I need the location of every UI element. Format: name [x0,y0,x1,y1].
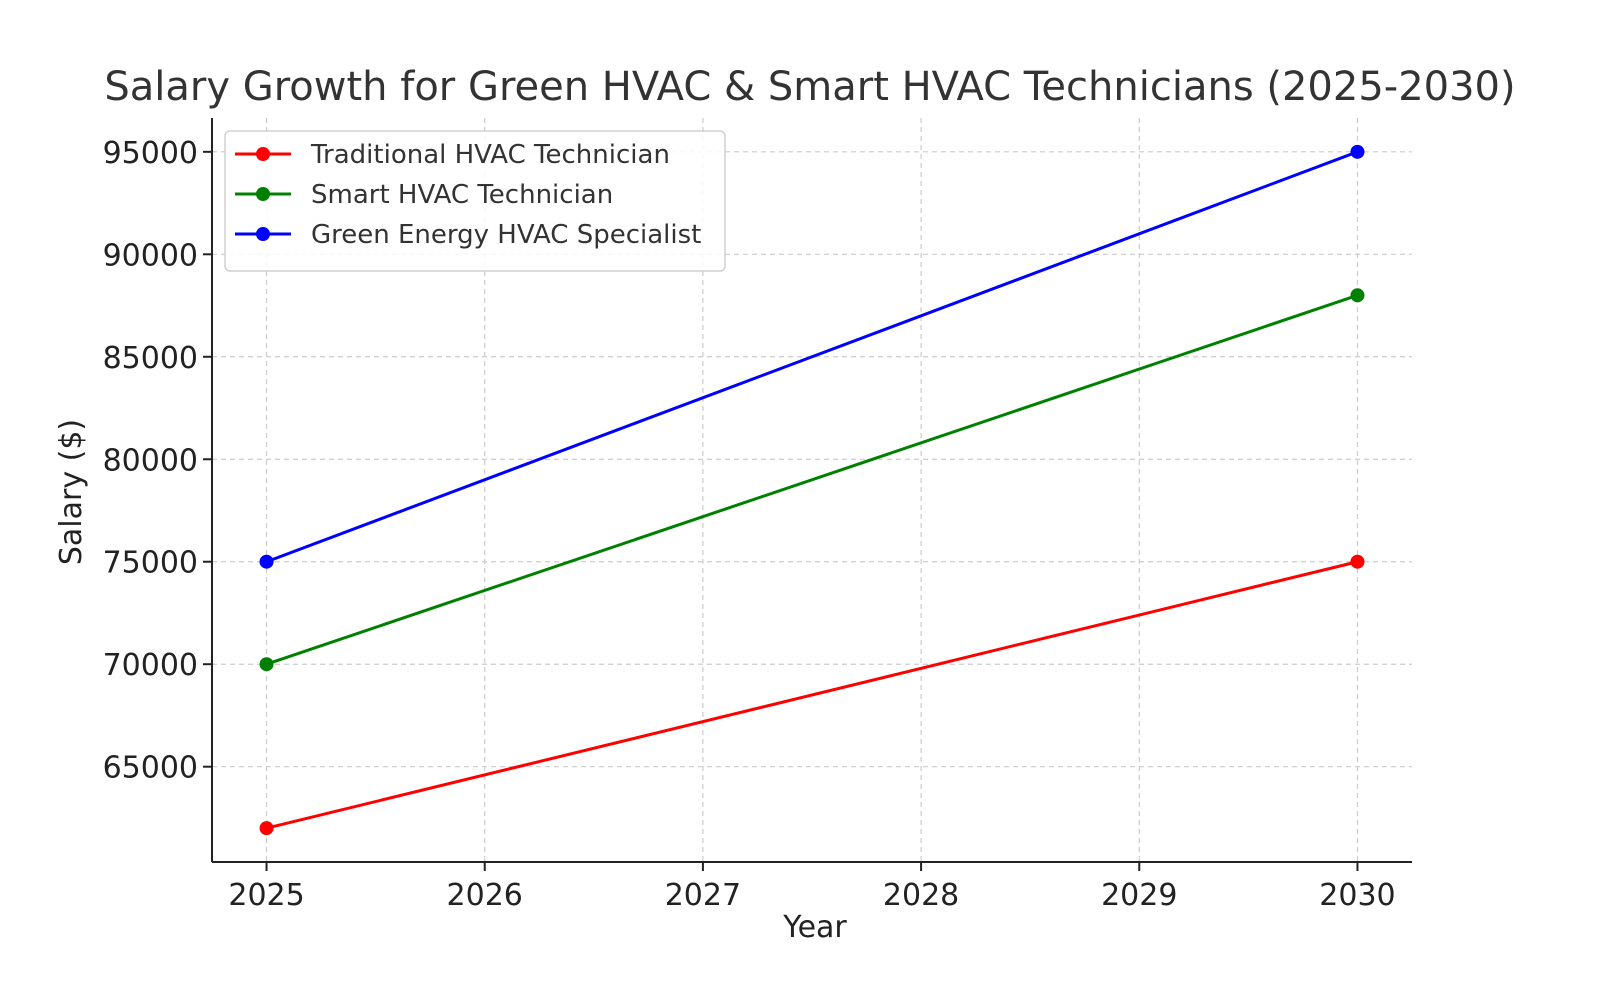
y-tick-label: 65000 [103,751,198,786]
legend-swatch-marker [256,227,270,241]
y-tick-label: 80000 [103,443,198,478]
data-point [1350,288,1365,303]
x-axis-label: Year [782,910,847,945]
x-tick-label: 2030 [1319,878,1395,913]
data-point [259,657,274,672]
y-axis-ticks: 65000 70000 75000 80000 85000 90000 95000 [103,136,212,786]
legend-label: Green Energy HVAC Specialist [311,220,701,250]
axes [211,118,1412,863]
x-axis-ticks: 2025 2026 2027 2028 2029 2030 [228,862,1396,913]
data-point [259,554,274,569]
x-tick-label: 2029 [1101,878,1177,913]
x-tick-label: 2026 [447,878,523,913]
series-lines [259,144,1365,836]
legend-swatch-marker [256,187,270,201]
y-tick-label: 85000 [103,341,198,376]
x-tick-label: 2028 [883,878,959,913]
series-line [266,150,1358,564]
legend-label: Smart HVAC Technician [311,180,613,210]
y-tick-label: 95000 [103,136,198,171]
y-tick-label: 90000 [103,238,198,273]
series-line [266,560,1358,830]
legend: Traditional HVAC Technician Smart HVAC Te… [224,130,726,272]
y-tick-label: 75000 [103,546,198,581]
legend-swatch-marker [256,147,270,161]
legend-label: Traditional HVAC Technician [310,140,670,170]
series-line [266,293,1358,666]
data-point [1350,144,1365,159]
x-tick-label: 2027 [665,878,741,913]
data-point [1350,554,1365,569]
y-axis-label: Salary ($) [54,419,89,565]
legend-box [224,130,726,272]
data-point [259,821,274,836]
x-tick-label: 2025 [228,878,304,913]
y-tick-label: 70000 [103,648,198,683]
chart-title: Salary Growth for Green HVAC & Smart HVA… [104,64,1515,110]
